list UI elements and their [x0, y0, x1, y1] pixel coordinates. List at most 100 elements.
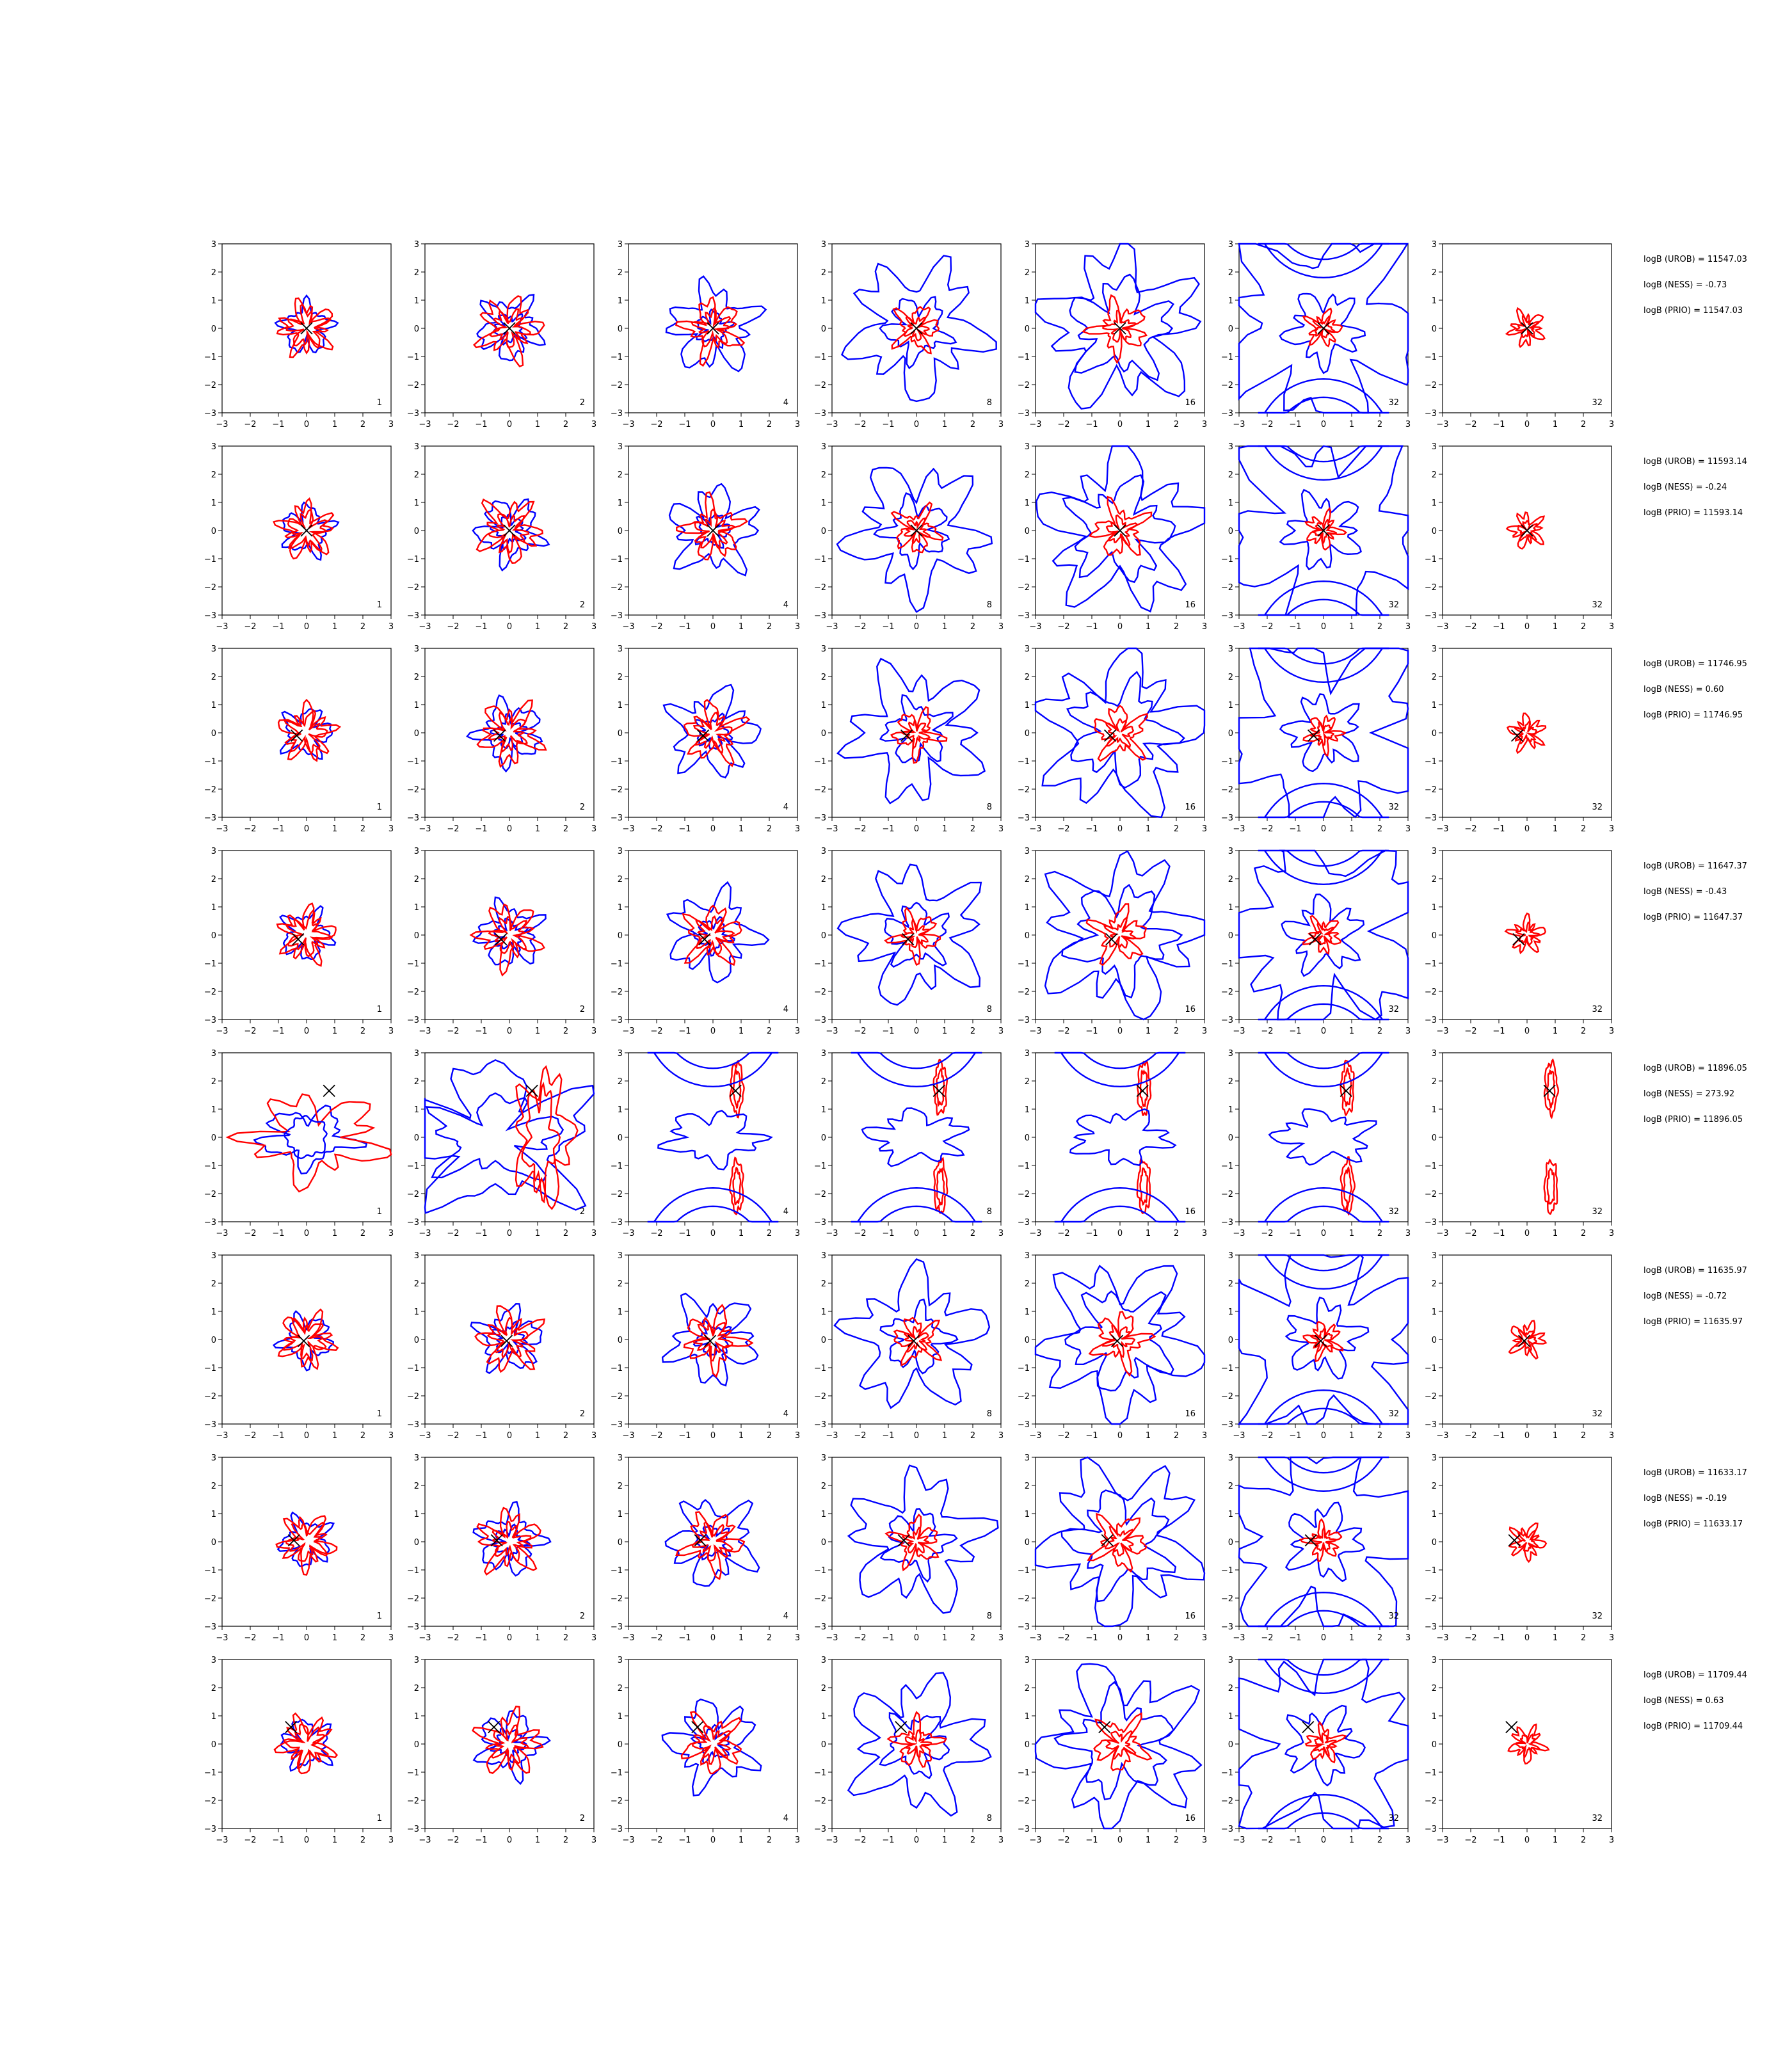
y-tick-label: −2	[204, 1594, 216, 1604]
y-tick-label: −2	[1221, 583, 1233, 593]
x-tick-label: 0	[304, 1027, 309, 1036]
y-tick-label: −2	[1018, 583, 1030, 593]
blue-contour	[690, 1724, 730, 1765]
blue-contour	[1060, 1489, 1177, 1603]
y-tick-label: 2	[1432, 673, 1437, 682]
column-label: 1	[377, 398, 382, 408]
y-tick-label: 0	[1228, 931, 1233, 941]
axes-frame	[221, 1254, 392, 1425]
x-tick-label: 1	[332, 1229, 337, 1238]
column-label: 8	[987, 1409, 992, 1419]
red-contour	[676, 491, 749, 561]
x-tick-label: 3	[1202, 1633, 1207, 1643]
y-tick-label: 2	[414, 673, 419, 682]
y-tick-label: 0	[211, 324, 216, 334]
y-tick-label: −2	[814, 583, 826, 593]
red-contour	[900, 720, 931, 749]
y-tick-label: −1	[204, 1162, 216, 1171]
x-tick-label: 0	[1117, 622, 1123, 632]
blue-contour	[470, 1302, 543, 1375]
y-tick-label: −3	[814, 1218, 826, 1228]
x-tick-label: 0	[304, 1431, 309, 1441]
y-tick-label: −1	[1425, 959, 1437, 969]
x-tick-label: −2	[1464, 824, 1476, 834]
blue-contour	[1258, 445, 1389, 481]
x-tick-label: 2	[360, 420, 365, 429]
x-marker	[300, 524, 313, 537]
x-tick-label: 1	[535, 824, 540, 834]
x-tick-label: 2	[1174, 1836, 1179, 1845]
blue-contour	[1034, 1265, 1206, 1425]
y-tick-label: −1	[1018, 757, 1030, 767]
x-tick-label: 1	[332, 420, 337, 429]
red-contour	[675, 296, 746, 367]
axes-frame	[424, 1254, 595, 1425]
blue-contour	[1258, 1456, 1389, 1492]
x-tick-label: 1	[1146, 1027, 1151, 1036]
y-tick-label: −3	[814, 1622, 826, 1632]
y-tick-label: 2	[414, 1482, 419, 1491]
y-tick-label: 3	[618, 1251, 623, 1261]
x-tick-label: −1	[1085, 1633, 1098, 1643]
y-tick-label: 2	[414, 1684, 419, 1693]
column-label: 32	[1388, 1612, 1399, 1621]
axes-frame	[1238, 1254, 1409, 1425]
y-tick-label: −3	[611, 1825, 623, 1834]
column-label: 16	[1185, 803, 1196, 812]
blue-contour	[661, 1699, 762, 1796]
y-tick-label: 1	[211, 296, 216, 306]
subplot-r5-c4: −3−3 −2 −2 −1 −1 0 0 1 1 2 2 3 3 8	[814, 1049, 1004, 1238]
red-contour	[285, 303, 332, 349]
y-tick-label: −2	[204, 785, 216, 795]
x-tick-label: 1	[1553, 824, 1558, 834]
y-tick-label: 1	[1432, 701, 1437, 710]
y-tick-label: 3	[211, 1049, 216, 1059]
x-tick-label: 3	[591, 420, 596, 429]
stat-urob: logB (UROB) = 11635.97	[1644, 1266, 1747, 1276]
y-tick-label: 3	[211, 442, 216, 452]
x-tick-label: 0	[914, 1633, 919, 1643]
x-tick-label: −2	[1261, 1633, 1273, 1643]
x-tick-label: −3	[622, 824, 634, 834]
x-tick-label: 3	[1202, 1836, 1207, 1845]
red-contour	[1101, 1325, 1136, 1358]
y-tick-label: −3	[1425, 1218, 1437, 1228]
y-tick-label: 0	[211, 729, 216, 739]
x-tick-label: 2	[1174, 1431, 1179, 1441]
x-tick-label: 2	[970, 1229, 975, 1238]
x-tick-label: −1	[1492, 622, 1505, 632]
subplot-r4-c2: −3−3 −2 −2 −1 −1 0 0 1 1 2 2 3 3 2	[407, 847, 596, 1036]
y-tick-label: 1	[1228, 903, 1233, 913]
y-tick-label: −1	[814, 555, 826, 564]
y-tick-label: 1	[821, 499, 826, 508]
x-tick-label: −2	[1057, 1229, 1069, 1238]
y-tick-label: −1	[1221, 1162, 1233, 1171]
y-tick-label: 2	[1025, 1279, 1030, 1289]
red-contour	[1302, 915, 1342, 955]
subplot-r3-c5: −3−3 −2 −2 −1 −1 0 0 1 1 2 2 3 3 16	[1018, 644, 1207, 834]
x-tick-label: −1	[1289, 1431, 1301, 1441]
x-tick-label: 3	[388, 1229, 394, 1238]
stats-block-row-7: logB (UROB) = 11633.17 logB (NESS) = -0.1…	[1644, 1469, 1784, 1546]
y-tick-label: 0	[1228, 729, 1233, 739]
y-tick-label: −2	[611, 785, 623, 795]
y-tick-label: −1	[1221, 555, 1233, 564]
axes-frame	[1442, 850, 1612, 1020]
y-tick-label: 2	[414, 1279, 419, 1289]
y-tick-label: −3	[611, 1218, 623, 1228]
x-tick-label: 1	[535, 622, 540, 632]
blue-contour	[665, 275, 767, 372]
x-tick-label: −2	[447, 1633, 459, 1643]
y-tick-label: −1	[611, 1566, 623, 1576]
stat-prio: logB (PRIO) = 11746.95	[1644, 710, 1743, 720]
y-tick-label: 3	[1228, 442, 1233, 452]
y-tick-label: −1	[1018, 1768, 1030, 1778]
y-tick-label: 2	[618, 1684, 623, 1693]
y-tick-label: 2	[1228, 470, 1233, 480]
x-tick-label: −1	[272, 1633, 284, 1643]
y-tick-label: −2	[814, 988, 826, 997]
x-tick-label: 0	[1321, 1027, 1326, 1036]
blue-contour	[281, 501, 340, 561]
y-tick-label: 1	[1432, 1308, 1437, 1317]
x-tick-label: −2	[447, 420, 459, 429]
